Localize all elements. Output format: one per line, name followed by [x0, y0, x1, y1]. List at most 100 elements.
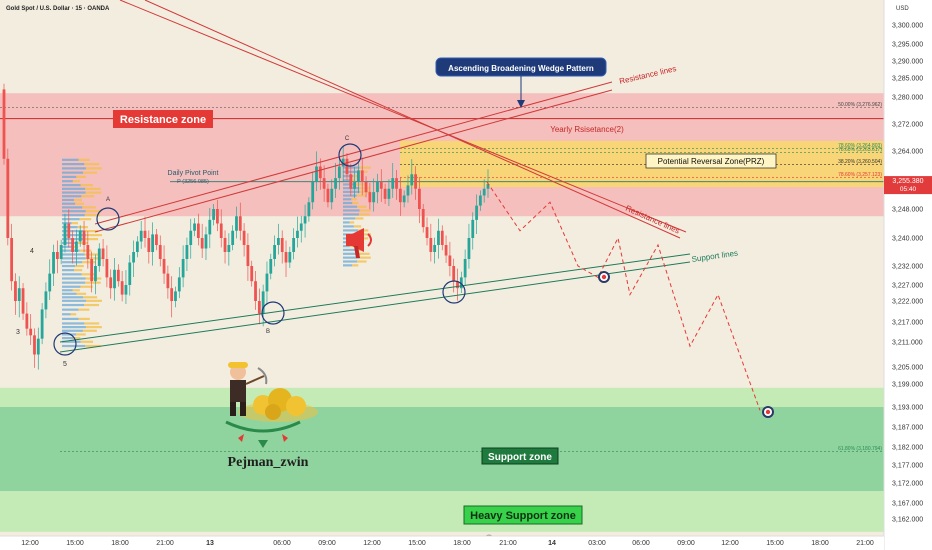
volume-bar — [71, 222, 78, 225]
volume-profile — [62, 158, 371, 348]
volume-bar — [62, 337, 73, 340]
candle — [269, 259, 273, 274]
candle — [78, 230, 82, 242]
volume-bar — [353, 175, 360, 178]
y-tick-label: 3,193.000 — [892, 405, 923, 412]
candle — [459, 277, 463, 289]
volume-bar — [77, 226, 88, 229]
candle — [101, 248, 105, 259]
x-tick-label: 12:00 — [21, 540, 39, 547]
volume-bar — [79, 249, 92, 252]
volume-bar — [62, 303, 85, 307]
volume-bar — [83, 230, 99, 233]
candle — [120, 281, 124, 295]
candle — [296, 230, 299, 238]
candle — [36, 338, 40, 355]
price-tag: 3,255.380 05:40 — [884, 176, 932, 195]
candle — [440, 230, 444, 245]
volume-bar — [82, 329, 97, 332]
prz-label-box: Potential Reversal Zone(PRZ) — [645, 153, 777, 169]
candle — [475, 205, 478, 220]
candle — [353, 182, 357, 189]
support-zone-band — [0, 407, 884, 491]
x-tick-label: 18:00 — [453, 540, 471, 547]
volume-bar — [358, 252, 370, 255]
volume-bar — [62, 245, 72, 248]
candle — [257, 301, 261, 314]
fib-level-label: 50.00% (3,276.962) — [838, 102, 882, 108]
candle — [25, 313, 29, 329]
symbol-title: Gold Spot / U.S. Dollar · 15 · OANDA — [6, 6, 110, 12]
candle — [151, 234, 155, 252]
x-tick-label: 12:00 — [721, 540, 739, 547]
candle — [364, 182, 368, 193]
y-tick-label: 3,222.000 — [892, 299, 923, 306]
volume-bar — [77, 241, 88, 245]
candle — [44, 291, 48, 310]
candle — [21, 288, 25, 314]
candle — [410, 174, 414, 186]
volume-bar — [62, 253, 85, 256]
volume-bar — [62, 333, 77, 336]
candle — [143, 230, 147, 238]
volume-bar — [78, 158, 90, 161]
volume-bar — [72, 180, 81, 183]
volume-bar — [85, 326, 102, 329]
candle — [303, 216, 307, 224]
volume-bar — [62, 317, 79, 320]
volume-bar — [62, 292, 77, 295]
resistance-line-descending-2 — [144, 0, 681, 239]
x-tick-label: 18:00 — [811, 540, 829, 547]
volume-bar — [62, 180, 73, 183]
candle — [448, 255, 452, 266]
candle — [265, 273, 269, 292]
candle — [147, 238, 151, 252]
currency-label: USD — [896, 6, 909, 12]
candle — [402, 195, 406, 203]
pivot-title: Daily Pivot Point — [168, 170, 219, 177]
time-axis[interactable] — [0, 536, 884, 550]
candle — [177, 277, 181, 292]
volume-bar — [81, 195, 95, 198]
candle — [10, 238, 14, 282]
volume-bar — [76, 292, 87, 295]
y-tick-label: 3,300.000 — [892, 23, 923, 30]
megaphone-icon — [346, 228, 372, 258]
volume-bar — [85, 210, 102, 213]
candle — [189, 230, 193, 245]
volume-bar — [81, 273, 95, 276]
volume-bar — [62, 285, 81, 288]
candle — [284, 252, 288, 263]
volume-bar — [343, 166, 360, 169]
volume-bar — [62, 195, 82, 198]
candle — [315, 166, 318, 182]
heavy-support-zone-label-box: Heavy Support zone — [463, 505, 583, 525]
volume-bar — [355, 217, 364, 220]
fib-level-label: 61.80% (3,180.794) — [838, 446, 882, 452]
volume-bar — [343, 248, 356, 252]
price-axis[interactable] — [884, 0, 932, 550]
volume-bar — [62, 202, 76, 205]
candle — [105, 259, 109, 278]
candle — [376, 182, 379, 193]
y-tick-label: 3,264.000 — [892, 149, 923, 156]
volume-bar — [343, 264, 353, 267]
volume-bar — [62, 313, 71, 316]
author-logo — [225, 362, 318, 448]
volume-bar — [62, 198, 75, 202]
candle — [463, 259, 467, 278]
volume-bar — [349, 245, 355, 248]
volume-bar — [62, 329, 83, 332]
fib-level-label: 78.60% (3,264.803) — [838, 143, 882, 149]
volume-bar — [82, 206, 96, 209]
volume-bar — [62, 171, 84, 174]
volume-bar — [62, 289, 73, 292]
candle — [200, 238, 204, 249]
candle — [246, 245, 250, 266]
candles — [2, 83, 490, 370]
volume-bar — [62, 222, 72, 225]
price-tag-value: 3,255.380 — [892, 178, 923, 185]
volume-bar — [357, 260, 367, 263]
volume-bar — [359, 233, 371, 236]
